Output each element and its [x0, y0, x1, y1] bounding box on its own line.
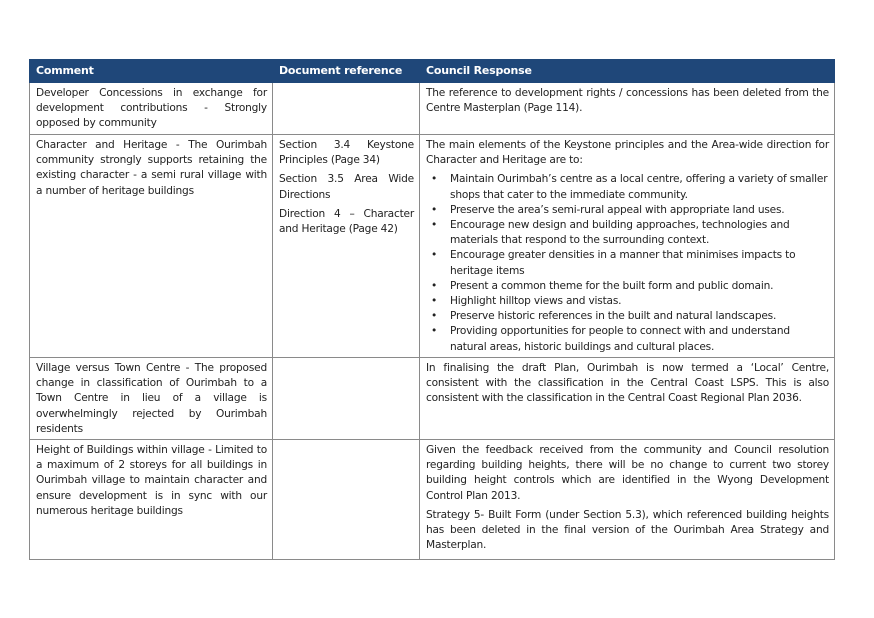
response-text: Given the feedback received from the com… — [426, 444, 829, 502]
reference-cell — [272, 82, 420, 135]
comment-text: Character and Heritage - The Ourimbah co… — [36, 139, 267, 197]
response-cell: The reference to development rights / co… — [419, 82, 835, 135]
response-text: The main elements of the Keystone princi… — [426, 139, 829, 167]
comment-cell: Character and Heritage - The Ourimbah co… — [29, 134, 273, 358]
reference-text: Direction 4 – Character and Heritage (Pa… — [279, 207, 414, 236]
header-council-response: Council Response — [419, 59, 835, 83]
reference-cell — [272, 439, 420, 561]
submissions-table: Comment Document reference Council Respo… — [29, 59, 835, 561]
bullet-item: Encourage new design and building approa… — [431, 218, 829, 248]
table-row: Height of Buildings within village - Lim… — [29, 439, 835, 561]
comment-cell: Developer Concessions in exchange for de… — [29, 82, 273, 135]
table-row: Character and Heritage - The Ourimbah co… — [29, 134, 835, 358]
comment-text: Developer Concessions in exchange for de… — [36, 87, 267, 130]
comment-text: Height of Buildings within village - Lim… — [36, 444, 267, 517]
header-row: Comment Document reference Council Respo… — [29, 59, 835, 83]
bullet-item: Present a common theme for the built for… — [431, 279, 829, 294]
reference-text: Section 3.5 Area Wide Directions — [279, 173, 414, 201]
table-row: Developer Concessions in exchange for de… — [29, 82, 835, 135]
response-cell: The main elements of the Keystone princi… — [419, 134, 835, 358]
response-cell: In finalising the draft Plan, Ourimbah i… — [419, 356, 835, 441]
reference-text: Section 3.4 Keystone Principles (Page 34… — [279, 139, 414, 167]
bullet-item: Preserve historic references in the buil… — [431, 309, 829, 324]
reference-cell — [272, 356, 420, 441]
bullet-item: Highlight hilltop views and vistas. — [431, 294, 829, 309]
reference-cell: Section 3.4 Keystone Principles (Page 34… — [272, 134, 420, 358]
bullet-item: Preserve the area’s semi-rural appeal wi… — [431, 203, 829, 218]
response-text: The reference to development rights / co… — [426, 87, 829, 115]
header-document-reference: Document reference — [272, 59, 420, 83]
header-comment: Comment — [29, 59, 273, 83]
response-text: In finalising the draft Plan, Ourimbah i… — [426, 362, 829, 405]
bullet-item: Maintain Ourimbah’s centre as a local ce… — [431, 172, 829, 202]
table-row: Village versus Town Centre - The propose… — [29, 356, 835, 441]
comment-text: Village versus Town Centre - The propose… — [36, 362, 267, 435]
response-bullets: Maintain Ourimbah’s centre as a local ce… — [426, 172, 829, 354]
response-cell: Given the feedback received from the com… — [419, 439, 835, 561]
bullet-item: Encourage greater densities in a manner … — [431, 248, 829, 278]
bullet-item: Providing opportunities for people to co… — [431, 324, 829, 354]
comment-cell: Village versus Town Centre - The propose… — [29, 356, 273, 441]
response-text: Strategy 5- Built Form (under Section 5.… — [426, 508, 829, 552]
comment-cell: Height of Buildings within village - Lim… — [29, 439, 273, 561]
